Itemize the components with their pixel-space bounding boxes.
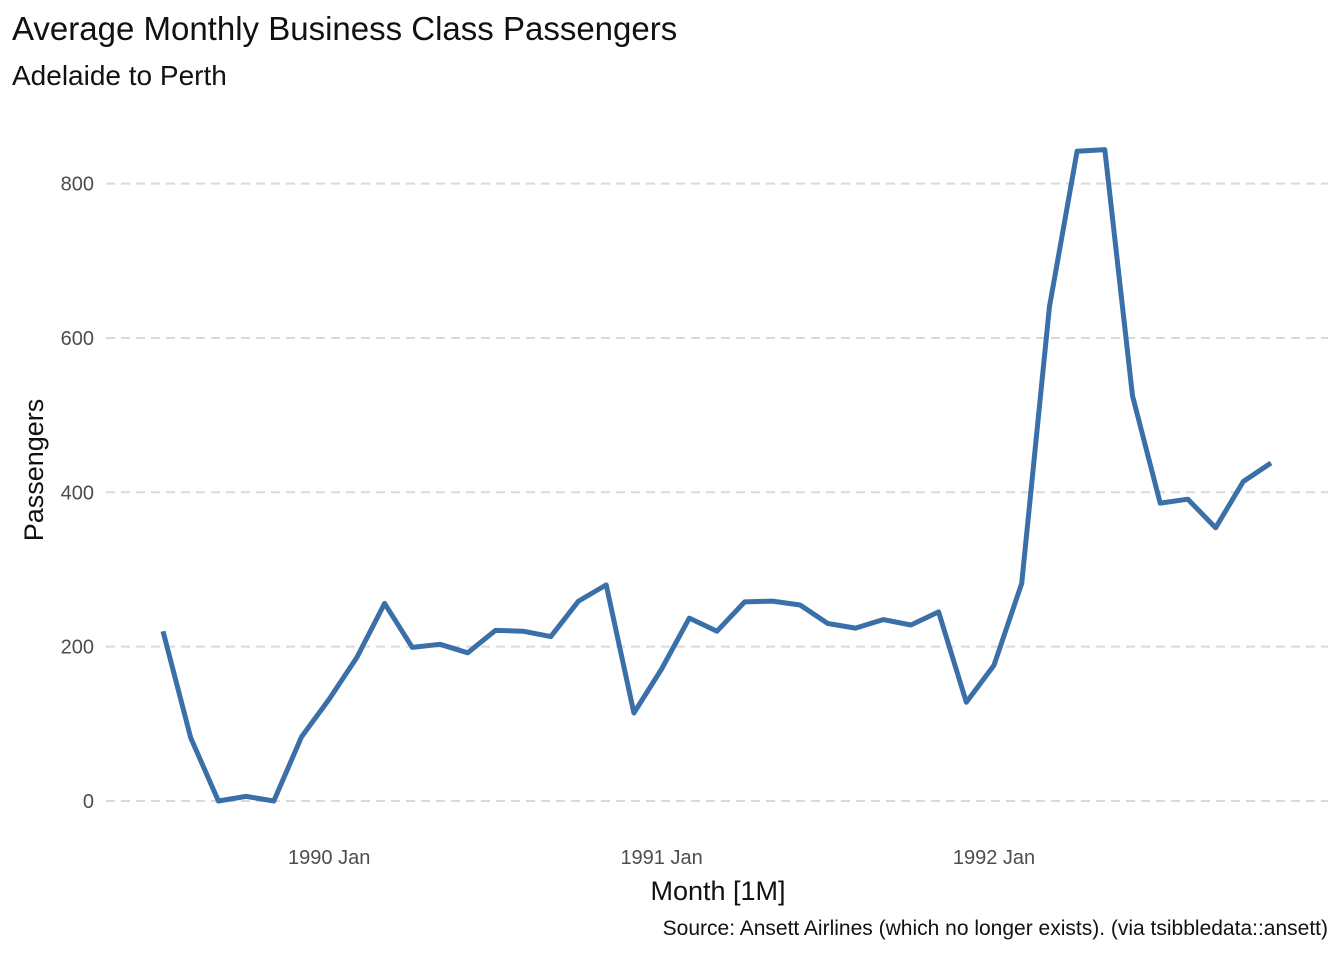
series-line-0 bbox=[160, 147, 1273, 804]
chart-subtitle: Adelaide to Perth bbox=[12, 60, 227, 91]
x-tick-label: 1991 Jan bbox=[620, 847, 702, 869]
chart-caption: Source: Ansett Airlines (which no longer… bbox=[662, 917, 1328, 940]
y-tick-label: 200 bbox=[61, 637, 94, 659]
x-tick-labels: 1990 Jan 1991 Jan 1992 Jan bbox=[288, 847, 1035, 869]
y-tick-labels: 0 200 400 600 800 bbox=[61, 174, 94, 813]
x-tick-label: 1992 Jan bbox=[953, 847, 1035, 869]
series-layer bbox=[160, 147, 1273, 804]
y-tick-label: 400 bbox=[61, 482, 94, 504]
grid-lines bbox=[106, 182, 1328, 802]
y-tick-label: 0 bbox=[83, 791, 94, 813]
chart-title: Average Monthly Business Class Passenger… bbox=[12, 10, 678, 47]
y-tick-label: 600 bbox=[61, 328, 94, 350]
x-axis-title: Month [1M] bbox=[650, 876, 785, 906]
x-tick-label: 1990 Jan bbox=[288, 847, 370, 869]
y-tick-label: 800 bbox=[61, 174, 94, 196]
y-axis-title: Passengers bbox=[19, 399, 49, 542]
